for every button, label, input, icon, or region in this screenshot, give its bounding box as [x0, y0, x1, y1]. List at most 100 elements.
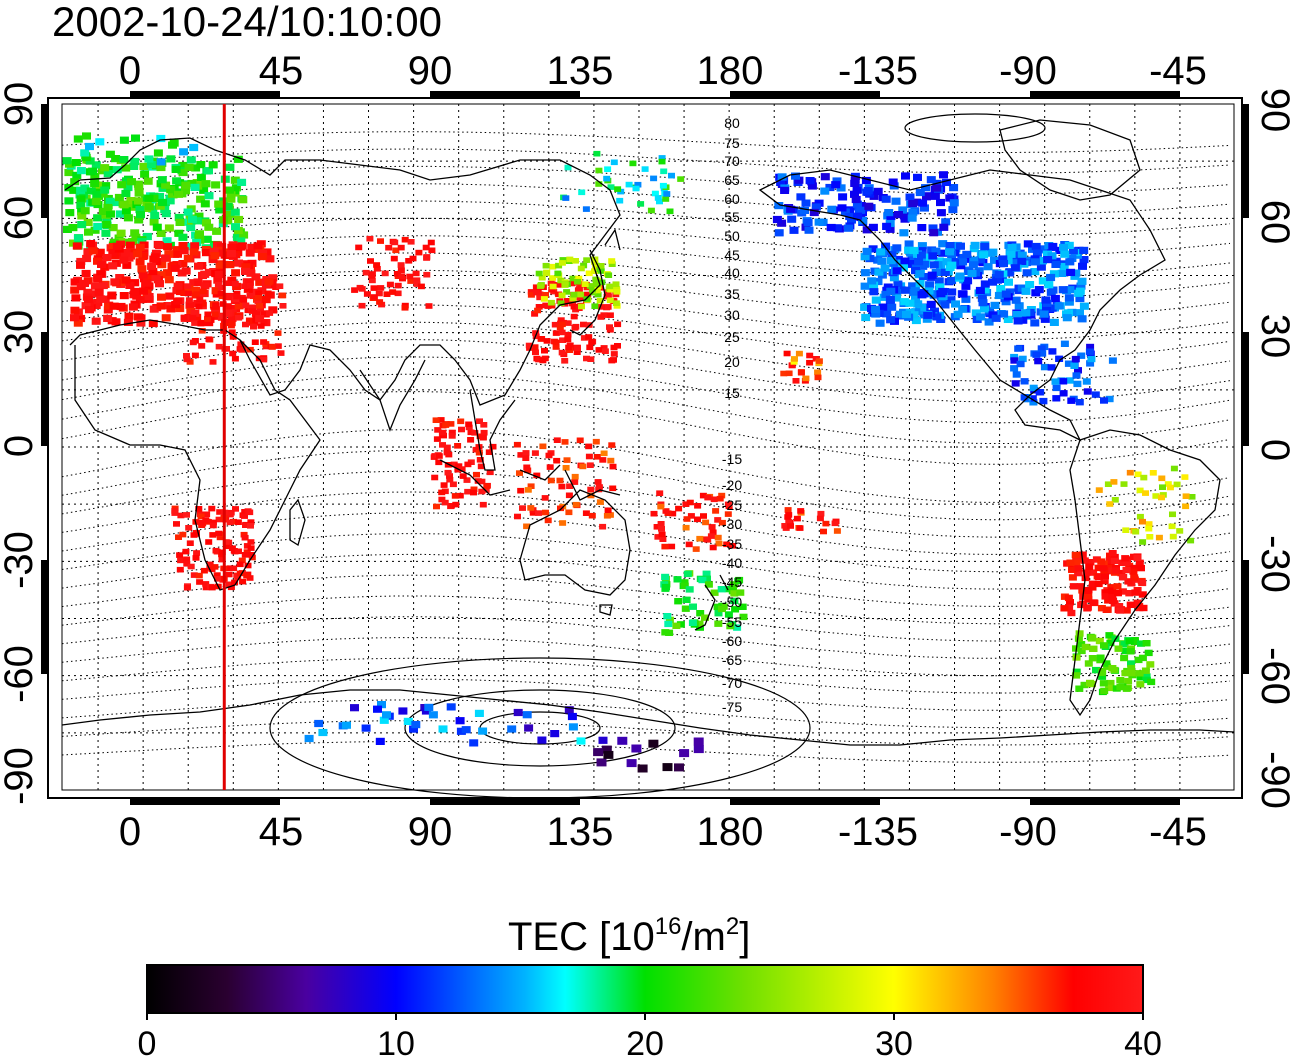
tec-data-point: [795, 350, 803, 357]
tec-data-point: [208, 584, 216, 591]
tec-data-point: [77, 221, 87, 229]
tec-data-point: [662, 196, 670, 202]
tec-data-point: [479, 434, 487, 441]
tec-data-point: [523, 523, 531, 530]
tec-data-point: [1085, 563, 1094, 570]
tec-data-point: [920, 260, 929, 268]
tec-data-point: [182, 548, 190, 555]
tec-data-point: [559, 337, 567, 343]
tec-data-point: [945, 242, 955, 250]
tec-data-point: [1118, 588, 1127, 595]
tec-data-point: [609, 463, 617, 470]
tec-data-point: [73, 135, 83, 143]
tec-data-point: [1176, 528, 1184, 534]
tec-data-point: [227, 584, 235, 591]
tec-data-point: [529, 510, 537, 516]
tec-data-point: [121, 207, 131, 215]
tec-data-point: [482, 487, 490, 493]
tec-data-point: [1020, 378, 1029, 385]
contour-pole-ring: [269, 657, 811, 799]
tec-data-point: [550, 730, 560, 738]
tec-data-point: [1155, 534, 1163, 541]
tec-data-point: [181, 267, 191, 275]
tec-data-point: [229, 350, 237, 357]
tec-data-point: [1025, 281, 1035, 289]
tec-data-point: [215, 530, 223, 537]
tec-data-point: [685, 586, 694, 593]
tec-data-point: [921, 184, 930, 192]
tec-data-point: [489, 443, 497, 450]
tec-data-point: [909, 311, 919, 319]
tec-data-point: [535, 356, 543, 363]
tec-data-point: [473, 471, 480, 478]
tec-data-point: [187, 179, 197, 188]
tec-data-point: [662, 508, 670, 514]
tec-data-point: [616, 197, 624, 204]
tec-data-point: [596, 297, 604, 304]
contour-label: 70: [724, 153, 740, 169]
tec-data-point: [908, 282, 918, 290]
tec-data-point: [208, 255, 218, 264]
tec-data-point: [675, 505, 683, 512]
tec-data-point: [1059, 390, 1068, 397]
tec-data-point: [236, 243, 246, 251]
tec-data-point: [268, 306, 278, 314]
tec-data-point: [538, 274, 546, 281]
tec-data-point: [920, 204, 929, 212]
tec-data-point: [860, 253, 870, 261]
tec-data-point: [158, 198, 167, 207]
tec-data-point: [177, 557, 185, 564]
tec-data-point: [679, 749, 690, 758]
tec-data-point: [1058, 286, 1068, 294]
tec-data-point: [570, 291, 578, 298]
tec-data-point: [1133, 601, 1142, 608]
tec-data-point: [858, 216, 868, 224]
tec-data-point: [103, 170, 113, 178]
tec-data-point: [862, 247, 872, 255]
tec-data-point: [71, 294, 81, 302]
geomagnetic-contour: [61, 183, 1231, 216]
tec-data-point: [391, 239, 399, 246]
tec-data-point: [984, 318, 994, 326]
tec-data-point: [1092, 556, 1101, 563]
tec-data-point: [881, 242, 891, 250]
contour-label: -30: [722, 516, 742, 532]
tec-data-point: [957, 253, 967, 262]
tec-data-point: [119, 292, 129, 300]
tec-data-point: [1122, 559, 1131, 566]
tec-data-point: [677, 176, 685, 182]
tec-data-point: [1169, 533, 1177, 540]
tec-data-point: [606, 297, 614, 304]
tec-data-point: [108, 224, 118, 232]
tec-data-point: [233, 226, 243, 235]
tec-data-point: [386, 281, 394, 288]
tec-data-point: [231, 269, 241, 277]
tec-data-point: [268, 344, 276, 350]
tec-data-point: [1047, 304, 1057, 312]
tec-data-point: [121, 276, 131, 284]
tec-data-point: [656, 490, 664, 496]
tec-data-point: [245, 249, 255, 257]
tec-data-point: [202, 235, 212, 243]
tec-data-point: [195, 506, 203, 512]
tec-data-point: [215, 261, 225, 269]
tec-data-point: [241, 534, 249, 541]
tec-data-point: [236, 237, 246, 245]
tec-data-point: [696, 610, 705, 617]
tec-data-point: [713, 603, 722, 611]
tec-data-point: [607, 457, 615, 464]
tec-data-point: [625, 181, 633, 188]
tec-data-point: [1028, 395, 1037, 402]
tec-data-point: [588, 512, 596, 519]
tec-data-point: [581, 281, 589, 287]
tec-data-point: [64, 197, 74, 205]
tec-data-point: [1075, 630, 1084, 637]
tec-data-point: [1188, 494, 1196, 500]
tec-data-point: [546, 464, 554, 470]
tec-data-point: [787, 523, 794, 529]
tec-data-point: [517, 487, 525, 494]
tec-data-point: [1102, 660, 1111, 667]
tec-data-point: [604, 166, 612, 172]
tec-data-point: [917, 251, 926, 259]
tec-data-point: [187, 563, 195, 570]
